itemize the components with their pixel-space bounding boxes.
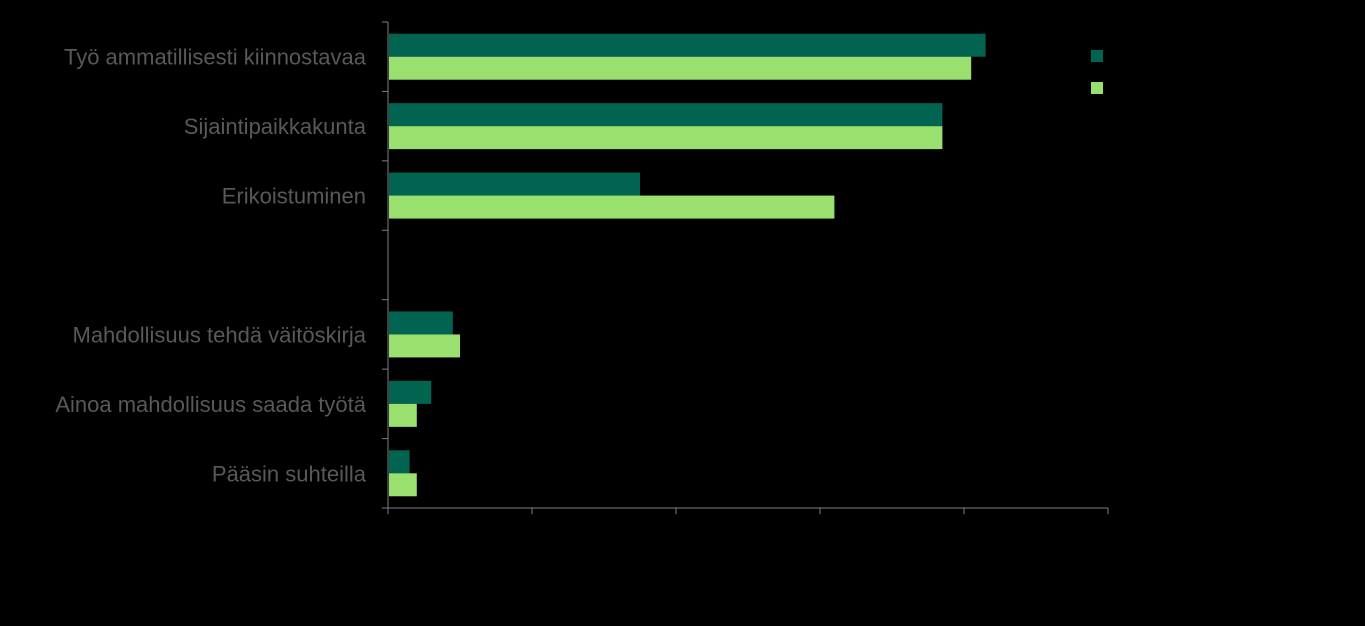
bar-series-1 <box>389 311 453 335</box>
category-label: Sijaintipaikkakunta <box>184 114 367 139</box>
bar-series-2 <box>389 334 460 358</box>
category-label: Mahdollisuus tehdä väitöskirja <box>73 322 367 347</box>
category-label: Erikoistuminen <box>222 184 366 209</box>
category-labels: Työ ammatillisesti kiinnostavaa Sijaintip… <box>55 45 366 487</box>
bar-series-1 <box>389 380 432 404</box>
legend-swatch <box>1091 82 1103 94</box>
category-label: Pääsin suhteilla <box>212 461 367 486</box>
legend-swatch <box>1091 50 1103 62</box>
bar-series-2 <box>389 195 835 219</box>
bar-series-2 <box>389 56 972 80</box>
category-label: Työ ammatillisesti kiinnostavaa <box>64 45 367 70</box>
bar-series-2 <box>389 403 417 427</box>
bar-series-1 <box>389 33 986 57</box>
axes <box>382 21 1109 514</box>
bar-series-1 <box>389 103 943 127</box>
bar-series-1 <box>389 450 410 474</box>
bar-series-2 <box>389 126 943 150</box>
legend <box>1091 50 1103 94</box>
bars <box>389 33 986 497</box>
category-label: Ainoa mahdollisuus saada työtä <box>55 392 366 417</box>
bar-series-2 <box>389 473 417 497</box>
bar-series-1 <box>389 172 640 196</box>
